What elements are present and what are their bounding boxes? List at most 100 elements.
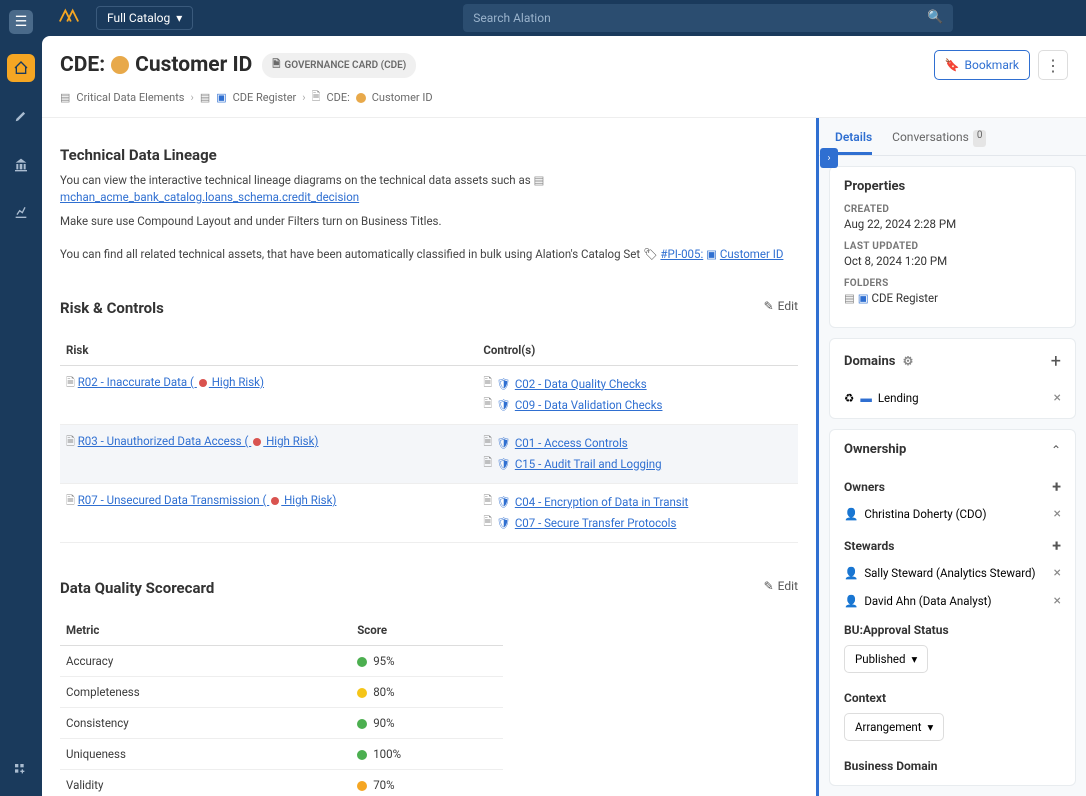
catalog-dropdown[interactable]: Full Catalog ▾	[96, 6, 193, 30]
risk-link[interactable]: R07 - Unsecured Data Transmission ( High…	[78, 493, 337, 507]
search-input[interactable]	[463, 4, 953, 32]
remove-person-button[interactable]: ×	[1054, 593, 1061, 609]
search-icon[interactable]: 🔍	[927, 10, 943, 25]
more-menu-button[interactable]: ⋮	[1038, 50, 1068, 80]
pencil-icon: ✎	[764, 299, 774, 313]
folder-icon: ▣	[216, 91, 226, 104]
page-title: CDE: Customer ID	[60, 53, 252, 77]
control-link[interactable]: C15 - Audit Trail and Logging	[515, 457, 662, 471]
control-link[interactable]: C01 - Access Controls	[515, 436, 628, 450]
breadcrumb: ▤ Critical Data Elements › ▤ ▣ CDE Regis…	[60, 88, 1068, 107]
person-row: 👤Sally Steward (Analytics Steward)×	[830, 559, 1075, 587]
doc-icon: 🗎	[312, 88, 321, 107]
doc-icon: 🗎	[483, 395, 492, 414]
add-domain-button[interactable]: +	[1051, 351, 1061, 372]
dq-table: Metric Score Accuracy95%Completeness80%C…	[60, 615, 503, 796]
owners-label: Owners	[844, 480, 885, 494]
book-icon: ▤	[200, 91, 210, 104]
dq-score: 95%	[351, 646, 503, 677]
person-name: Christina Doherty (CDO)	[864, 507, 986, 521]
control-col-header: Control(s)	[477, 335, 798, 366]
created-value: Aug 22, 2024 2:28 PM	[844, 217, 1061, 231]
updated-value: Oct 8, 2024 1:20 PM	[844, 254, 1061, 268]
lineage-asset-link[interactable]: mchan_acme_bank_catalog.loans_schema.cre…	[60, 190, 359, 204]
approval-label: BU:Approval Status	[844, 623, 949, 637]
person-row: 👤David Ahn (Data Analyst)×	[830, 587, 1075, 615]
rail-apps-icon[interactable]	[7, 756, 35, 784]
person-icon: 👤	[844, 507, 858, 521]
governance-badge: 🗎 GOVERNANCE CARD (CDE)	[262, 53, 416, 78]
chevron-down-icon: ▾	[176, 11, 182, 25]
dq-score: 100%	[351, 739, 503, 770]
gear-icon[interactable]: ⚙	[903, 354, 914, 368]
pencil-icon: ✎	[764, 579, 774, 593]
remove-person-button[interactable]: ×	[1054, 565, 1061, 581]
logo-icon	[58, 8, 80, 29]
recycle-icon: ♻	[844, 391, 854, 405]
chevron-up-icon[interactable]: ⌃	[1051, 443, 1061, 457]
properties-heading: Properties	[844, 179, 1061, 194]
tab-details[interactable]: Details	[835, 130, 872, 155]
domains-card: Domains ⚙ + ♻ ▬ Lending ×	[829, 338, 1076, 419]
catalog-set-link2[interactable]: Customer ID	[720, 247, 784, 261]
folders-label: FOLDERS	[844, 278, 1061, 289]
doc-icon: 🗎	[272, 57, 280, 74]
control-link[interactable]: C04 - Encryption of Data in Transit	[515, 495, 689, 509]
hamburger-icon[interactable]: ☰	[9, 10, 33, 34]
lineage-p1b: Make sure use Compound Layout and under …	[60, 213, 798, 230]
rail-pen-icon[interactable]	[7, 102, 35, 130]
risk-table: Risk Control(s) 🗎 R02 - Inaccurate Data …	[60, 335, 798, 543]
approval-select[interactable]: Published ▾	[844, 645, 928, 673]
side-panel: Details Conversations 0 Properties CREAT…	[816, 118, 1086, 796]
person-icon: 👤	[844, 566, 858, 580]
shield-icon: 🛡	[496, 398, 511, 412]
control-link[interactable]: C02 - Data Quality Checks	[515, 377, 647, 391]
add-owner-button[interactable]: +	[1052, 477, 1061, 496]
rail-chart-icon[interactable]	[7, 198, 35, 226]
tag-icon: ▬	[860, 391, 872, 405]
risk-link[interactable]: R02 - Inaccurate Data ( High Risk)	[78, 375, 264, 389]
crumb-1[interactable]: Critical Data Elements	[76, 91, 184, 104]
table-row: 🗎 R07 - Unsecured Data Transmission ( Hi…	[60, 484, 798, 543]
dq-score-header: Score	[351, 615, 503, 646]
remove-domain-button[interactable]: ×	[1054, 390, 1061, 406]
doc-icon: 🗎	[66, 494, 75, 507]
chevron-down-icon: ▾	[928, 720, 934, 734]
dq-edit-button[interactable]: ✎ Edit	[764, 579, 798, 593]
dq-heading: Data Quality Scorecard	[60, 579, 214, 597]
shield-icon: 🛡	[496, 377, 511, 391]
doc-icon: 🗎	[66, 376, 75, 389]
properties-card: Properties CREATED Aug 22, 2024 2:28 PM …	[829, 166, 1076, 328]
control-link[interactable]: C07 - Secure Transfer Protocols	[515, 516, 677, 530]
catalog-set-link[interactable]: #PI-005:	[660, 247, 703, 261]
add-steward-button[interactable]: +	[1052, 536, 1061, 555]
domain-item: ♻ ▬ Lending ×	[830, 384, 1075, 412]
doc-icon: 🗎	[483, 454, 492, 473]
crumb-3b: Customer ID	[372, 91, 433, 104]
dq-metric: Completeness	[60, 677, 351, 708]
dq-score: 90%	[351, 708, 503, 739]
folder-icon: ▣	[858, 291, 869, 305]
risk-edit-button[interactable]: ✎ Edit	[764, 299, 798, 313]
lineage-p2: You can find all related technical asset…	[60, 246, 798, 263]
collapse-panel-button[interactable]: ›	[820, 148, 838, 168]
risk-link[interactable]: R03 - Unauthorized Data Access ( High Ri…	[78, 434, 319, 448]
chevron-down-icon: ▾	[912, 652, 918, 666]
ownership-heading: Ownership	[844, 442, 906, 457]
person-row: 👤 Christina Doherty (CDO) ×	[830, 500, 1075, 528]
table-row: Accuracy95%	[60, 646, 503, 677]
dq-score: 80%	[351, 677, 503, 708]
remove-person-button[interactable]: ×	[1054, 506, 1061, 522]
rail-home-icon[interactable]	[7, 54, 35, 82]
shield-icon: 🛡	[496, 516, 511, 530]
tab-conversations[interactable]: Conversations 0	[892, 130, 986, 155]
crumb-2[interactable]: CDE Register	[233, 91, 297, 104]
control-link[interactable]: C09 - Data Validation Checks	[515, 398, 663, 412]
dq-metric: Consistency	[60, 708, 351, 739]
doc-icon: 🗎	[483, 492, 492, 511]
rail-bank-icon[interactable]	[7, 150, 35, 178]
folder-icon: ▣	[706, 247, 717, 261]
bookmark-button[interactable]: 🔖 Bookmark	[934, 50, 1030, 80]
lineage-p1: You can view the interactive technical l…	[60, 172, 798, 207]
context-select[interactable]: Arrangement ▾	[844, 713, 944, 741]
